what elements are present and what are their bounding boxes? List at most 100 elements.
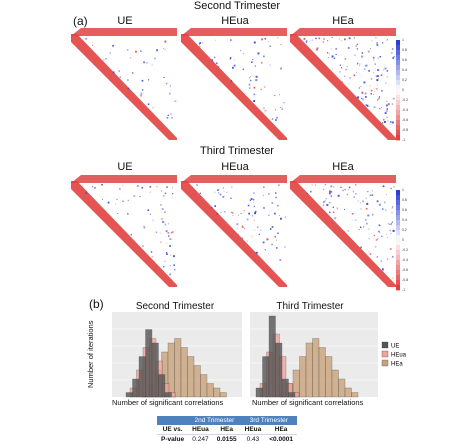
colorbar-3rd-step (396, 280, 400, 286)
matrix-ue-3rd-cell (168, 235, 170, 237)
matrix-hea-3rd-cell (374, 246, 377, 248)
matrix-hea-2nd-cell (385, 110, 388, 112)
matrix-hea-2nd-cell (315, 37, 317, 39)
colorbar-3rd-tick-label: -0.6 (402, 268, 408, 272)
matrix-hea-2nd-cell (382, 122, 384, 124)
matrix-ue-3rd-cell (173, 268, 176, 271)
colorbar-3rd-tick-label: -0.2 (402, 248, 408, 252)
colorbar-3rd-step (396, 275, 400, 281)
matrix-ue-2nd-cell (166, 117, 169, 119)
matrix-ue-2nd-cell (126, 79, 129, 81)
histogram-second-bar-ue (145, 329, 153, 398)
matrix-ue-2nd-cell (130, 57, 132, 59)
histogram-third (250, 312, 378, 398)
matrix-hea-3rd-cell (357, 200, 359, 202)
matrix-hea-2nd-cell (376, 42, 378, 44)
matrix-heua-2nd-cell (263, 55, 265, 58)
colorbar-3rd-step (396, 190, 400, 196)
colorbar-2nd-step (396, 50, 400, 56)
matrix-hea-3rd-cell (389, 248, 392, 250)
matrix-heua-3rd-cell (247, 240, 248, 242)
matrix-heua-3rd-cell (223, 211, 226, 213)
matrix-hea-2nd-cell (331, 55, 334, 58)
matrix-hea-2nd-cell (348, 83, 350, 85)
matrix-ue-3rd-cell (161, 208, 164, 210)
matrix-hea-2nd-cell (365, 64, 368, 67)
matrix-hea-2nd-cell (373, 106, 376, 109)
matrix-ue-2nd-cell (117, 68, 119, 70)
histogram-third-bar-ue (275, 342, 283, 398)
matrix-hea-2nd-cell (375, 75, 378, 78)
matrix-heua-3rd-cell (276, 247, 278, 249)
matrix-heua-2nd-cell (271, 118, 274, 120)
matrix-hea-2nd-cell (369, 85, 371, 87)
matrix-hea-2nd-cell (361, 91, 364, 94)
matrix-hea-3rd-cell (337, 194, 340, 197)
matrix-hea-2nd-cell (386, 39, 388, 41)
matrix-heua-2nd-top-band (181, 28, 287, 36)
matrix-hea-2nd-cell (356, 43, 358, 45)
matrix-hea-2nd-cell (367, 105, 369, 107)
matrix-heua-2nd-cell (283, 101, 285, 104)
second-trimester-title: Second Trimester (193, 0, 281, 12)
matrix-heua-3rd-cell (262, 194, 264, 197)
matrix-hea-2nd-cell (348, 37, 351, 40)
matrix-heua-3rd-cell (217, 189, 219, 191)
matrix-heua-3rd-cell (219, 193, 222, 196)
matrix-hea-3rd-cell (385, 233, 387, 235)
matrix-ue-3rd-diagonal-band (71, 181, 177, 287)
matrix-hea-2nd-cell (333, 57, 336, 59)
matrix-heua-2nd-cell (279, 107, 281, 108)
matrix-hea-3rd-cell (368, 238, 370, 240)
matrix-hea-3rd-cell (387, 258, 389, 260)
matrix-hea-3rd-cell (376, 200, 379, 203)
matrix-hea-3rd-cell (378, 230, 380, 233)
matrix-heua-3rd-cell (264, 249, 266, 251)
matrix-ue-3rd-cell (122, 184, 124, 186)
matrix-ue-2nd-cell (103, 59, 105, 61)
group-label-ue-3rd: UE (117, 161, 133, 173)
matrix-heua-2nd-cell (253, 41, 256, 44)
colorbar-2nd-step (396, 135, 400, 141)
matrix-hea-3rd-cell (334, 217, 337, 220)
matrix-heua-3rd-cell (262, 241, 265, 244)
group-label-heua-3rd: HEua (221, 161, 249, 173)
matrix-hea-2nd-cell (375, 37, 377, 39)
matrix-hea-2nd-cell (309, 48, 311, 50)
matrix-hea-2nd-cell (377, 69, 380, 71)
matrix-hea-2nd-cell (305, 41, 308, 43)
matrix-heua-3rd-cell (236, 223, 239, 226)
matrix-hea-2nd-cell (391, 103, 394, 105)
matrix-heua-2nd-cell (243, 53, 244, 54)
matrix-heua-3rd-cell (255, 251, 258, 254)
colorbar-2nd-step (396, 70, 400, 76)
matrix-heua-3rd-cell (222, 195, 225, 198)
colorbar-2nd-tick-label: -0.8 (402, 128, 408, 132)
matrix-ue-2nd-cell (141, 89, 144, 91)
matrix-heua-3rd-cell (254, 229, 256, 231)
matrix-hea-2nd-cell (373, 93, 374, 95)
matrix-hea-2nd-cell (372, 56, 375, 59)
matrix-hea-3rd-cell (330, 195, 333, 197)
matrix-ue-3rd-cell (166, 253, 168, 255)
matrix-heua-3rd-cell (231, 186, 233, 188)
matrix-ue-3rd-cell (169, 265, 171, 267)
matrix-heua-2nd-cell (230, 80, 233, 82)
matrix-hea-2nd-cell (340, 40, 342, 42)
matrix-hea-3rd-cell (353, 196, 355, 198)
matrix-ue-2nd-cell (168, 92, 171, 95)
matrix-heua-3rd (181, 175, 287, 287)
matrix-ue-2nd-cell (167, 114, 169, 116)
legend-label-ue: UE (391, 344, 399, 350)
matrix-hea-3rd-cell (383, 201, 386, 204)
matrix-hea-2nd-cell (375, 88, 378, 90)
matrix-ue-3rd-top-band (71, 175, 177, 183)
matrix-hea-3rd-cell (373, 234, 375, 237)
matrix-hea-3rd-cell (344, 208, 345, 210)
histogram-third-bar-ue (268, 315, 276, 398)
matrix-hea-2nd-cell (369, 106, 370, 107)
matrix-hea-2nd-cell (357, 63, 358, 65)
matrix-hea-3rd-cell (372, 190, 373, 192)
matrix-hea-2nd-cell (377, 75, 379, 77)
histogram-second-bar-ue (164, 392, 172, 398)
